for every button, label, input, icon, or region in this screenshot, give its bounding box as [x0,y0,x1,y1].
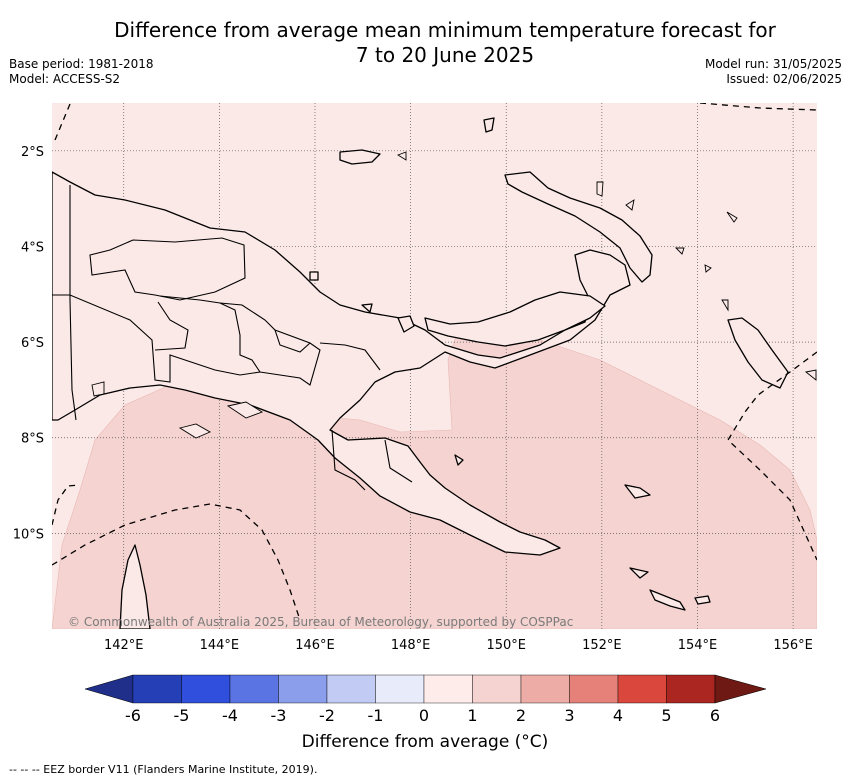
province-border [219,302,261,373]
goodenough-island [454,454,464,466]
model-run: Model run: 31/05/2025 [704,57,842,71]
eez-border [699,103,817,111]
colorbar-tick: -3 [271,706,287,725]
meta-left: Base period: 1981-2018 Model: ACCESS-S2 [9,57,154,87]
colorbar-tick: 5 [661,706,671,725]
lat-tick-label: 8°S [21,432,44,447]
colorbar-tick: -4 [222,706,238,725]
island [596,181,604,197]
colorbar-segment [569,674,619,704]
umboi-island [397,315,415,333]
manus [339,149,381,165]
lon-tick-label: 146°E [295,638,335,653]
eez-border [52,503,301,621]
bougainville [727,317,789,389]
long-island [361,303,373,313]
new-ireland [504,171,653,283]
rossel-island [694,595,711,605]
karkar-island [309,271,319,281]
colorbar-segment [423,674,473,704]
colorbar-segment [666,674,716,704]
small-islands [91,151,817,439]
island [625,199,635,211]
colorbar-segment [375,674,425,704]
colorbar-tick: 6 [710,706,720,725]
eez-borders [52,103,817,621]
issued-date: Issued: 02/06/2025 [726,72,842,86]
province-border [274,329,311,353]
colorbar-tick: 0 [419,706,429,725]
axis-labels: 2°S 4°S 6°S 8°S 10°S 142°E 144°E 146°E 148°E 150°… [13,145,813,653]
model-name: Model: ACCESS-S2 [9,72,121,86]
colorbar-segment [617,674,667,704]
title-line-2: 7 to 20 June 2025 [355,43,535,67]
colorbar-tick: -6 [125,706,141,725]
eez-border [52,484,81,526]
title-line-1: Difference from average mean minimum tem… [114,18,776,42]
land-outlines [52,117,789,629]
island [396,151,407,161]
province-border [89,237,246,301]
colorbar-tick: 3 [564,706,574,725]
colorbar-segment [472,674,522,704]
lon-tick-label: 156°E [773,638,813,653]
lon-tick-label: 150°E [486,638,526,653]
new-britain [424,291,606,347]
lat-tick-label: 6°S [21,336,44,351]
meta-right: Model run: 31/05/2025 Issued: 02/06/2025 [705,57,842,87]
colorbar-segment [326,674,376,704]
province-border [331,429,366,491]
lon-tick-label: 154°E [678,638,718,653]
island [726,211,738,223]
new-hanover [483,117,495,133]
province-borders [52,185,413,491]
lat-tick-label: 2°S [21,145,44,160]
colorbar-tick: -5 [174,706,190,725]
island [91,381,105,397]
chart-title: Difference from average mean minimum tem… [60,18,830,68]
province-border [319,342,381,371]
lat-tick-label: 4°S [21,240,44,255]
island [226,401,264,419]
lon-tick-label: 142°E [104,638,144,653]
international-border [69,185,77,421]
colorbar-extend-low [84,674,134,704]
island [721,299,729,312]
province-border [52,294,321,386]
eez-border [727,351,817,561]
colorbar-tick: -1 [368,706,384,725]
island [804,369,817,381]
tagula-island [649,589,686,611]
island [674,247,685,255]
new-guinea-coast [52,171,631,556]
island [178,423,212,439]
eez-legend: -- -- -- EEZ border V11 (Flanders Marine… [9,763,318,776]
colorbar-extend-high [714,674,767,704]
colorbar-tick: 1 [467,706,477,725]
colorbar: -6 -5 -4 -3 -2 -1 0 1 2 3 4 5 6 [84,674,767,725]
cape-york [119,544,151,629]
province-border [384,439,413,483]
base-period: Base period: 1981-2018 [9,57,154,71]
colorbar-segment [181,674,231,704]
province-border [154,301,189,351]
colorbar-label: Difference from average (°C) [301,732,549,752]
lat-tick-label: 10°S [13,527,44,542]
colorbar-segment [132,674,182,704]
colorbar-segment [229,674,279,704]
colorbar-tick: 4 [613,706,623,725]
map-area: © Commonwealth of Australia 2025, Bureau… [52,103,817,629]
colorbar-tick: -2 [319,706,335,725]
colorbar-segment [278,674,328,704]
lon-tick-label: 152°E [582,638,622,653]
lon-tick-label: 148°E [391,638,431,653]
misima-island [629,567,649,579]
colorbar-tick: 2 [516,706,526,725]
copyright-note: © Commonwealth of Australia 2025, Bureau… [68,615,573,629]
colorbar-segment [520,674,570,704]
woodlark-island [624,484,651,499]
lon-tick-label: 144°E [200,638,240,653]
island [704,264,712,273]
